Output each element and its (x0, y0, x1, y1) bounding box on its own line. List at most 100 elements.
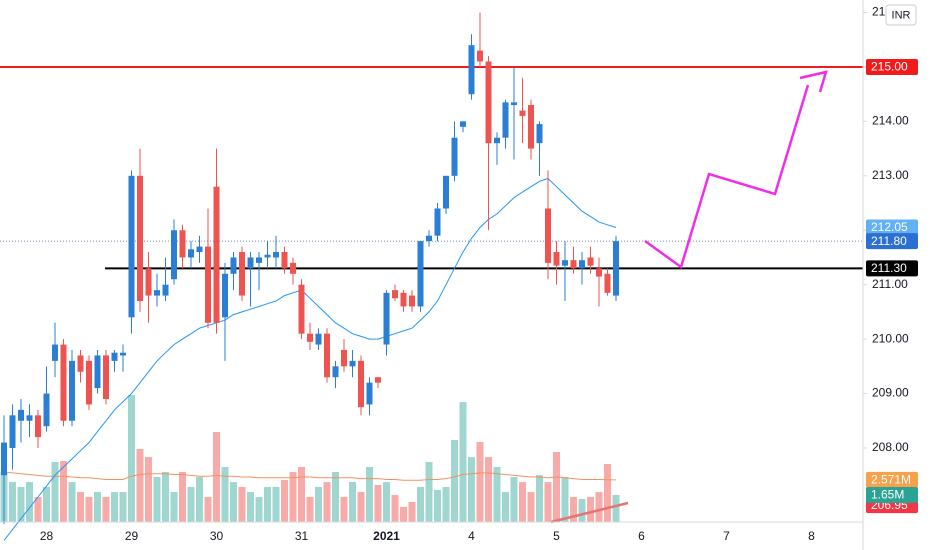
price-tag-box (866, 58, 918, 75)
price-tag-label: 211.80 (871, 234, 907, 248)
candle-body (273, 252, 279, 258)
projection-arrowhead (799, 70, 828, 93)
x-tick-label: 7 (723, 529, 730, 543)
candle-body (145, 268, 152, 296)
candle-body (43, 393, 50, 427)
volume-bar (34, 496, 42, 522)
volume-bar (230, 482, 237, 522)
candle-body (196, 246, 203, 253)
candle-body (120, 352, 126, 356)
candle-body (468, 45, 475, 95)
volume-bar (272, 486, 280, 522)
volume-bar (315, 486, 322, 522)
candle-body (375, 377, 381, 383)
candle-body (230, 257, 237, 274)
volume-bar (162, 471, 169, 522)
candle-body (256, 257, 262, 263)
volume-bar (374, 485, 382, 522)
candle-body (111, 352, 118, 361)
moving-average-line (3, 177, 617, 541)
candle-body (222, 273, 228, 318)
volume-bar (213, 432, 220, 522)
currency-button[interactable]: INR (885, 4, 917, 26)
volume-bar (119, 492, 127, 522)
candle-body (460, 121, 466, 127)
candle-body (349, 360, 356, 367)
candle-body (281, 252, 288, 269)
volume-bar (595, 492, 603, 522)
volume-bar (247, 492, 254, 522)
volume-bar (26, 482, 33, 522)
candle-body (1, 442, 7, 476)
x-tick-label: 30 (210, 529, 224, 543)
currency-label[interactable]: INR (892, 9, 911, 21)
volume-bar (476, 441, 484, 522)
candle-body (409, 295, 415, 307)
volume-bar (570, 496, 577, 522)
y-tick-label: 211.00 (872, 277, 908, 291)
x-tick-label: 8 (808, 529, 815, 543)
volume-bar (612, 495, 620, 522)
x-tick-label: 2021 (373, 529, 400, 543)
volume-bar (136, 449, 144, 522)
volume-bar (85, 496, 93, 522)
volume-bar (536, 475, 543, 522)
candle-body (86, 360, 92, 405)
candle-body (9, 415, 16, 448)
price-tag-box (866, 487, 918, 503)
volume-bar (349, 482, 356, 522)
currency-box[interactable] (885, 4, 917, 26)
price-tag-box (866, 219, 918, 236)
volume-bar (196, 477, 203, 522)
price-tag-label: 212.05 (871, 220, 908, 234)
volume-bar (493, 467, 501, 522)
price-tag-label: 215.00 (871, 60, 908, 74)
candle-body (128, 175, 135, 318)
candle-body (205, 246, 211, 323)
price-tag-label: 2.571M (871, 473, 911, 487)
candle-body (451, 137, 458, 176)
candle-body (298, 284, 305, 334)
candle-body (587, 257, 594, 266)
volume-bar (417, 486, 424, 522)
volume-bar (145, 457, 152, 522)
volume-bar (519, 482, 526, 522)
volume-bar (204, 496, 212, 522)
candle-body (366, 382, 373, 405)
volume-bar (128, 395, 135, 522)
y-tick-label: 208.00 (872, 440, 909, 454)
candle-body (77, 355, 84, 372)
x-tick-label: 28 (40, 529, 54, 543)
volume-bar (357, 492, 365, 522)
candle-body (511, 102, 517, 106)
x-tick-label: 6 (638, 529, 645, 543)
candle-body (341, 349, 347, 367)
volume-bar (255, 496, 263, 522)
projection-drawing (644, 84, 810, 270)
candle-body (400, 292, 407, 307)
volume-bar (544, 482, 552, 522)
x-tick-label: 5 (553, 529, 560, 543)
y-tick-label: 213.00 (872, 168, 909, 182)
candle-body (247, 257, 254, 269)
candle-body (502, 102, 509, 138)
volume-bar (298, 467, 305, 522)
volume-bar (221, 467, 229, 522)
volume-bar (340, 496, 348, 522)
volume-bar (264, 486, 271, 522)
volume-bar (485, 457, 492, 522)
candle-body (434, 208, 441, 236)
candle-body (179, 230, 186, 258)
candle-body (417, 241, 424, 307)
volume-bar (553, 451, 560, 522)
candle-body (103, 355, 109, 399)
candle-body (528, 105, 534, 149)
candle-body (324, 333, 330, 378)
volume-bar (68, 482, 76, 522)
candle-body (69, 360, 75, 421)
volume-bar (527, 492, 535, 522)
candle-body (536, 124, 543, 144)
volume-bar (60, 460, 67, 522)
candle-body (579, 260, 585, 269)
